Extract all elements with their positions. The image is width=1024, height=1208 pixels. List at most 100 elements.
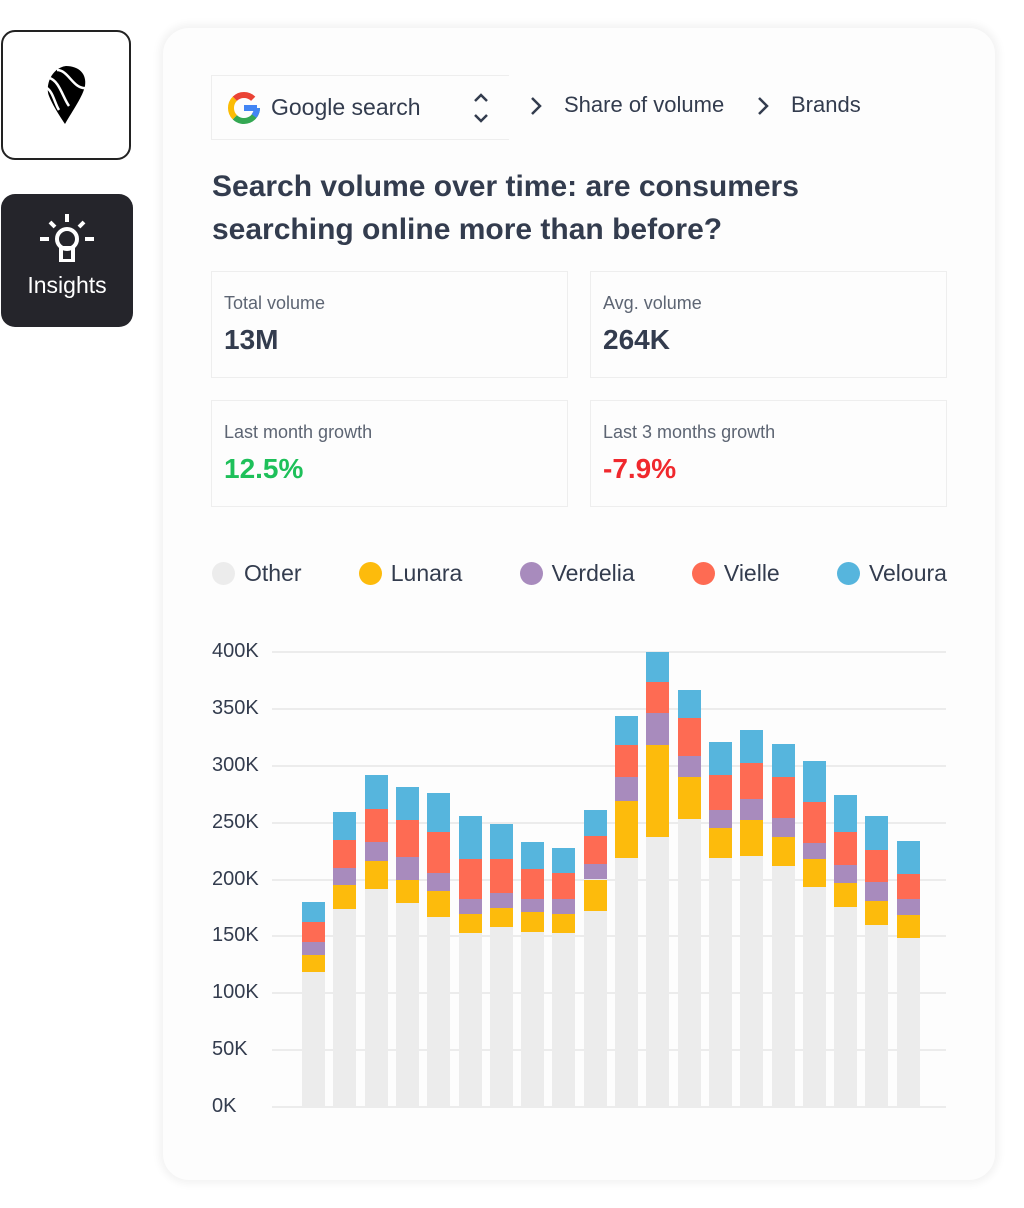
bar-segment-verdelia[interactable] xyxy=(333,868,357,886)
bar-segment-veloura[interactable] xyxy=(802,761,826,803)
bar-segment-vielle[interactable] xyxy=(458,859,482,899)
bar-segment-veloura[interactable] xyxy=(615,715,638,746)
legend-item-verdelia[interactable]: Verdelia xyxy=(519,560,635,587)
bar-segment-other[interactable] xyxy=(740,855,764,1107)
bar-segment-other[interactable] xyxy=(552,932,576,1107)
bar-segment-other[interactable] xyxy=(395,903,419,1107)
breadcrumb-share-of-volume[interactable]: Share of volume xyxy=(564,92,725,117)
bar-segment-lunara[interactable] xyxy=(646,745,670,838)
breadcrumb-brands[interactable]: Brands xyxy=(791,92,861,117)
bar-segment-vielle[interactable] xyxy=(552,872,576,899)
bar-segment-vielle[interactable] xyxy=(834,831,858,865)
bar-segment-vielle[interactable] xyxy=(615,745,638,778)
bar-segment-vielle[interactable] xyxy=(302,921,325,943)
bar-segment-veloura[interactable] xyxy=(364,774,388,809)
bar-segment-other[interactable] xyxy=(458,932,482,1107)
bar-segment-veloura[interactable] xyxy=(521,841,545,870)
bar-segment-lunara[interactable] xyxy=(708,828,732,858)
bar-segment-veloura[interactable] xyxy=(896,840,920,874)
bar-segment-verdelia[interactable] xyxy=(458,898,482,914)
bar-segment-veloura[interactable] xyxy=(646,652,670,682)
insights-button[interactable]: Insights xyxy=(1,194,133,327)
bar-segment-verdelia[interactable] xyxy=(771,818,795,838)
bar-segment-lunara[interactable] xyxy=(489,907,513,928)
bar-segment-vielle[interactable] xyxy=(364,808,388,842)
bar-segment-verdelia[interactable] xyxy=(521,898,545,913)
bar-segment-other[interactable] xyxy=(583,911,607,1107)
bar-segment-other[interactable] xyxy=(834,906,858,1107)
bar-segment-veloura[interactable] xyxy=(583,810,607,837)
bar-segment-other[interactable] xyxy=(364,888,388,1107)
bar-segment-vielle[interactable] xyxy=(646,681,670,714)
logo-button[interactable] xyxy=(1,30,131,160)
bar-segment-vielle[interactable] xyxy=(521,869,545,899)
bar-segment-verdelia[interactable] xyxy=(677,755,701,778)
bar-segment-veloura[interactable] xyxy=(302,902,325,922)
bar-segment-vielle[interactable] xyxy=(677,717,701,756)
bar-segment-other[interactable] xyxy=(865,925,889,1107)
bar-segment-lunara[interactable] xyxy=(583,879,607,912)
bar-segment-other[interactable] xyxy=(427,917,451,1107)
bar-segment-vielle[interactable] xyxy=(771,777,795,819)
legend-item-lunara[interactable]: Lunara xyxy=(358,560,462,587)
bar-segment-lunara[interactable] xyxy=(552,913,576,933)
bar-segment-vielle[interactable] xyxy=(802,802,826,844)
bar-segment-lunara[interactable] xyxy=(615,801,638,858)
bar-segment-vielle[interactable] xyxy=(427,831,451,873)
bar-segment-other[interactable] xyxy=(302,971,325,1107)
bar-segment-other[interactable] xyxy=(677,819,701,1107)
bar-segment-lunara[interactable] xyxy=(896,914,920,938)
bar-segment-veloura[interactable] xyxy=(771,744,795,778)
bar-segment-lunara[interactable] xyxy=(427,890,451,918)
bar-segment-lunara[interactable] xyxy=(677,777,701,820)
bar-segment-verdelia[interactable] xyxy=(834,864,858,883)
bar-segment-lunara[interactable] xyxy=(521,912,545,932)
bar-segment-other[interactable] xyxy=(646,837,670,1107)
bar-segment-veloura[interactable] xyxy=(740,730,764,764)
bar-segment-vielle[interactable] xyxy=(896,873,920,899)
bar-segment-verdelia[interactable] xyxy=(552,898,576,914)
source-select[interactable]: Google search xyxy=(211,75,509,140)
bar-segment-vielle[interactable] xyxy=(740,763,764,799)
bar-segment-verdelia[interactable] xyxy=(865,881,889,902)
bar-segment-veloura[interactable] xyxy=(427,793,451,832)
bar-segment-verdelia[interactable] xyxy=(302,942,325,955)
bar-segment-veloura[interactable] xyxy=(677,689,701,718)
bar-segment-other[interactable] xyxy=(521,931,545,1107)
legend-item-veloura[interactable]: Veloura xyxy=(836,560,947,587)
bar-segment-verdelia[interactable] xyxy=(583,863,607,880)
bar-segment-veloura[interactable] xyxy=(552,847,576,873)
bar-segment-other[interactable] xyxy=(615,857,638,1107)
bar-segment-lunara[interactable] xyxy=(834,882,858,907)
bar-segment-lunara[interactable] xyxy=(740,820,764,856)
legend-item-vielle[interactable]: Vielle xyxy=(691,560,780,587)
bar-segment-veloura[interactable] xyxy=(834,795,858,832)
bar-segment-veloura[interactable] xyxy=(489,823,513,859)
bar-segment-vielle[interactable] xyxy=(489,859,513,894)
bar-segment-other[interactable] xyxy=(896,937,920,1107)
bar-segment-veloura[interactable] xyxy=(395,787,419,821)
bar-segment-verdelia[interactable] xyxy=(395,856,419,880)
bar-segment-lunara[interactable] xyxy=(771,837,795,866)
bar-segment-verdelia[interactable] xyxy=(708,810,732,829)
bar-segment-veloura[interactable] xyxy=(333,812,357,840)
bar-segment-verdelia[interactable] xyxy=(489,893,513,908)
bar-segment-vielle[interactable] xyxy=(395,820,419,857)
bar-segment-lunara[interactable] xyxy=(364,861,388,889)
bar-segment-verdelia[interactable] xyxy=(364,841,388,862)
bar-segment-other[interactable] xyxy=(489,927,513,1107)
bar-segment-other[interactable] xyxy=(708,857,732,1107)
bar-segment-vielle[interactable] xyxy=(865,849,889,882)
bar-segment-lunara[interactable] xyxy=(458,913,482,933)
bar-segment-vielle[interactable] xyxy=(333,839,357,869)
bar-segment-other[interactable] xyxy=(771,865,795,1107)
bar-segment-verdelia[interactable] xyxy=(740,798,764,821)
bar-segment-vielle[interactable] xyxy=(583,836,607,864)
bar-segment-lunara[interactable] xyxy=(802,859,826,888)
bar-segment-lunara[interactable] xyxy=(333,885,357,910)
bar-segment-vielle[interactable] xyxy=(708,774,732,811)
legend-item-other[interactable]: Other xyxy=(212,560,302,587)
bar-segment-verdelia[interactable] xyxy=(615,777,638,801)
bar-segment-verdelia[interactable] xyxy=(646,713,670,746)
bar-segment-other[interactable] xyxy=(333,909,357,1107)
